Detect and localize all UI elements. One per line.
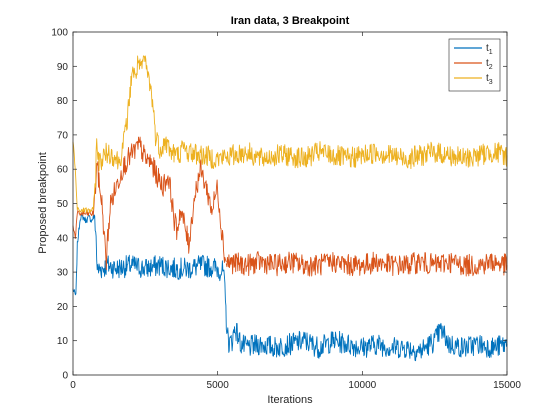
y-tick-label: 40 xyxy=(57,233,69,244)
series-layer xyxy=(72,55,508,362)
x-tick-label: 15000 xyxy=(493,380,521,391)
x-tick-label: 10000 xyxy=(348,380,376,391)
series-line-t2-part2 xyxy=(225,251,508,277)
legend-label-t3: t3 xyxy=(486,73,493,86)
y-tick-label: 20 xyxy=(57,302,69,313)
legend-label-t1: t1 xyxy=(486,43,493,56)
y-tick-label: 90 xyxy=(57,62,69,73)
y-tick-label: 50 xyxy=(57,199,69,210)
y-tick-label: 70 xyxy=(57,130,69,141)
plot-area xyxy=(73,32,507,375)
y-tick-label: 30 xyxy=(57,268,69,279)
x-tick-label: 5000 xyxy=(207,380,230,391)
y-tick-label: 10 xyxy=(57,336,69,347)
y-tick-label: 80 xyxy=(57,96,69,107)
legend: t1 t2 t3 xyxy=(448,38,501,92)
chart-title: Iran data, 3 Breakpoint xyxy=(231,15,350,27)
series-line-t2-part1 xyxy=(72,136,227,271)
y-tick-label: 100 xyxy=(51,28,68,39)
legend-label-t2: t2 xyxy=(486,58,493,71)
series-line-t1 xyxy=(72,214,508,362)
y-tick-label: 60 xyxy=(57,165,69,176)
y-tick-label: 0 xyxy=(62,371,68,382)
series-line-t3 xyxy=(72,55,508,213)
x-axis-label: Iterations xyxy=(267,394,313,406)
tick-layer: 0 5000 10000 15000 0 10 20 30 40 50 60 70 80 90 100 xyxy=(51,28,521,392)
y-axis-label: Proposed breakpoint xyxy=(37,152,49,254)
x-tick-label: 0 xyxy=(70,380,76,391)
